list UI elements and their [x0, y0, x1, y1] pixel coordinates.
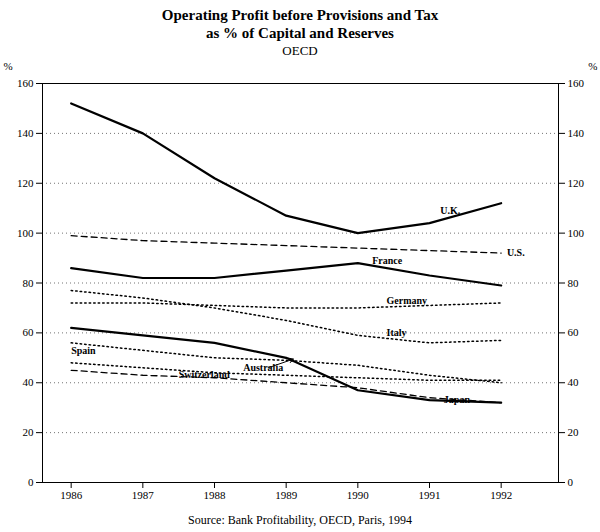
- html-text:as % of Capital and Reserves: as % of Capital and Reserves: [206, 25, 394, 41]
- svg-text:20: 20: [23, 426, 35, 438]
- svg-text:160: 160: [568, 77, 585, 89]
- svg-text:1991: 1991: [419, 489, 441, 501]
- svg-text:Italy: Italy: [387, 327, 407, 338]
- svg-text:100: 100: [17, 227, 34, 239]
- svg-text:40: 40: [568, 376, 580, 388]
- svg-text:1987: 1987: [132, 489, 155, 501]
- html-text:Operating Profit before Provis: Operating Profit before Provisions and T…: [161, 7, 439, 23]
- svg-text:U.S.: U.S.: [507, 247, 525, 258]
- svg-text:40: 40: [23, 376, 35, 388]
- svg-text:1990: 1990: [347, 489, 370, 501]
- svg-text:1988: 1988: [204, 489, 227, 501]
- svg-text:%: %: [4, 60, 13, 72]
- svg-text:Australia: Australia: [243, 362, 283, 373]
- svg-text:Japan: Japan: [444, 394, 471, 405]
- svg-text:140: 140: [568, 127, 585, 139]
- html-text:OECD: OECD: [282, 43, 318, 58]
- svg-text:60: 60: [568, 326, 580, 338]
- svg-text:Germany: Germany: [387, 295, 428, 306]
- svg-text:U.K.: U.K.: [440, 205, 461, 216]
- svg-text:160: 160: [17, 77, 34, 89]
- svg-text:0: 0: [568, 476, 574, 488]
- svg-text:60: 60: [23, 326, 35, 338]
- svg-text:Switzerland: Switzerland: [179, 369, 231, 380]
- svg-text:1986: 1986: [60, 489, 83, 501]
- svg-text:1992: 1992: [490, 489, 512, 501]
- svg-text:0: 0: [28, 476, 34, 488]
- svg-text:20: 20: [568, 426, 580, 438]
- svg-text:120: 120: [17, 177, 34, 189]
- html-text:Source: Bank Profitability, OE: Source: Bank Profitability, OECD, Paris,…: [188, 513, 412, 527]
- svg-text:140: 140: [17, 127, 34, 139]
- svg-text:%: %: [588, 60, 597, 72]
- svg-text:1989: 1989: [275, 489, 298, 501]
- svg-text:80: 80: [23, 277, 35, 289]
- svg-text:80: 80: [568, 277, 580, 289]
- svg-text:Spain: Spain: [71, 345, 96, 356]
- svg-text:120: 120: [568, 177, 585, 189]
- svg-text:France: France: [372, 255, 403, 266]
- svg-text:100: 100: [568, 227, 585, 239]
